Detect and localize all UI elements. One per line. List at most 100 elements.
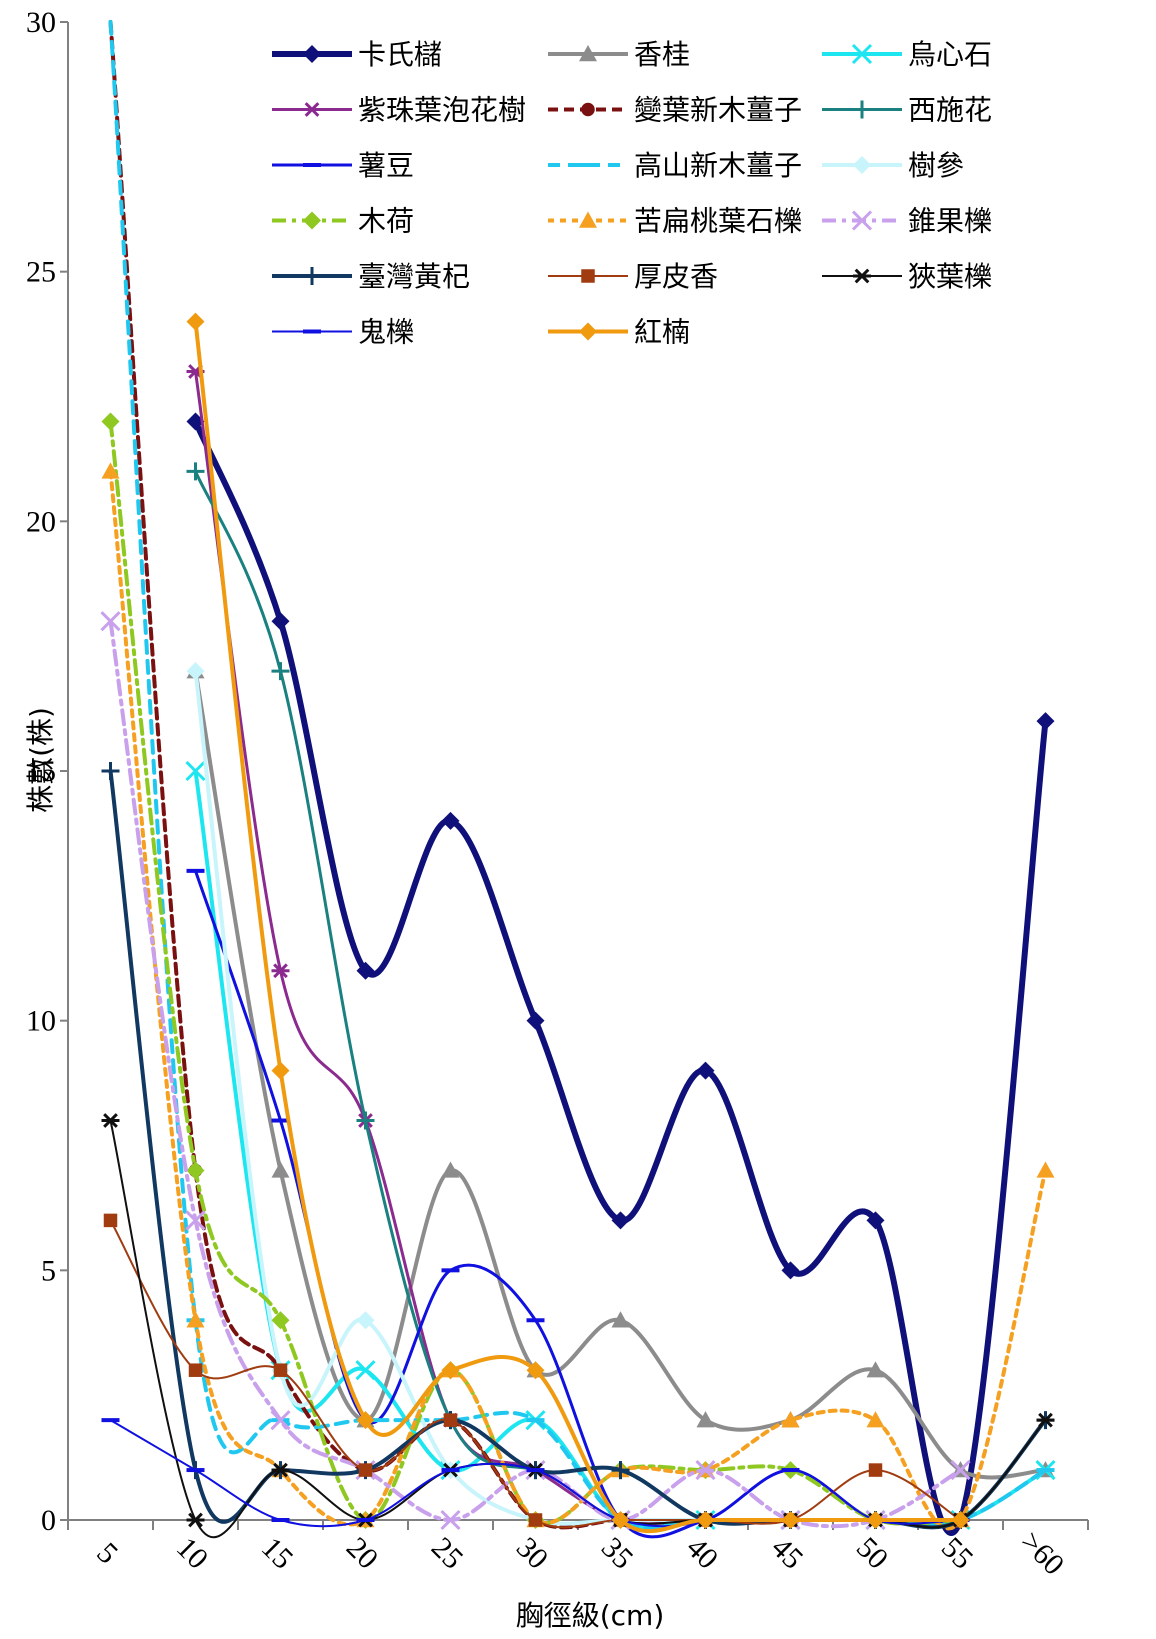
legend-label: 薯豆 — [358, 149, 414, 182]
legend-entry: 卡氏櫧 — [272, 38, 442, 71]
data-point — [356, 1311, 375, 1330]
x-tick-label: 20 — [340, 1531, 385, 1576]
data-point — [271, 1518, 290, 1522]
x-tick-label: 35 — [595, 1531, 640, 1576]
x-tick-label: 45 — [765, 1531, 810, 1576]
data-point — [696, 1511, 715, 1529]
legend-label: 木荷 — [358, 205, 414, 238]
data-point — [273, 1363, 288, 1377]
data-point — [868, 1463, 883, 1477]
data-point — [186, 868, 205, 873]
data-point — [303, 211, 321, 230]
data-point — [271, 1061, 290, 1080]
data-point — [441, 1161, 460, 1178]
series-line — [108, 20, 1048, 1530]
data-point — [695, 1460, 716, 1481]
x-axis-title: 胸徑級(cm) — [516, 1599, 665, 1632]
data-point — [356, 1411, 375, 1430]
data-point — [951, 1511, 970, 1529]
data-point — [271, 1118, 290, 1123]
series-layer — [100, 20, 1056, 1539]
data-point — [101, 1418, 120, 1423]
x-tick-label: 10 — [170, 1531, 215, 1576]
data-point — [100, 611, 121, 632]
data-point — [696, 1061, 715, 1080]
legend-entry: 木荷 — [272, 205, 414, 238]
y-tick-label: 10 — [26, 1005, 56, 1038]
data-point — [188, 1363, 203, 1377]
legend-label: 紫珠葉泡花樹 — [358, 94, 526, 127]
data-point — [526, 1418, 545, 1423]
data-point — [526, 1011, 545, 1030]
data-point — [303, 45, 321, 63]
legend-label: 鬼櫟 — [358, 316, 414, 349]
data-point — [441, 1268, 460, 1273]
series-line — [192, 418, 1049, 1536]
data-point — [1036, 712, 1055, 731]
data-point — [101, 1113, 120, 1128]
data-point — [950, 1460, 971, 1481]
data-point — [101, 762, 120, 780]
data-point — [186, 662, 205, 681]
legend-entry: 紫珠葉泡花樹 — [272, 94, 526, 127]
legend-entry: 厚皮香 — [548, 260, 718, 293]
data-point — [185, 1210, 206, 1231]
series-line — [109, 1219, 962, 1529]
data-point — [579, 45, 597, 62]
legend-entry: 苦扁桃葉石櫟 — [548, 205, 802, 238]
data-point — [185, 760, 206, 782]
data-point — [271, 963, 290, 979]
data-point — [851, 43, 873, 65]
series-17 — [186, 312, 970, 1534]
data-point — [1036, 1468, 1055, 1473]
series-line — [108, 20, 963, 1530]
data-point — [696, 1411, 715, 1428]
legend-label: 臺灣黃杞 — [358, 260, 470, 293]
data-point — [186, 1512, 205, 1528]
legend-entry: 樹參 — [822, 149, 964, 182]
y-tick-label: 30 — [26, 6, 56, 39]
legend-entry: 西施花 — [822, 94, 992, 127]
x-tick-label: 40 — [680, 1531, 725, 1576]
data-point — [853, 100, 871, 119]
legend-label: 錐果櫟 — [908, 205, 992, 238]
data-point — [579, 322, 597, 341]
data-point — [1036, 1161, 1055, 1178]
legend-label: 西施花 — [908, 94, 992, 127]
legend-entry: 臺灣黃杞 — [272, 260, 470, 293]
legend-label: 苦扁桃葉石櫟 — [634, 205, 802, 238]
data-point — [355, 1360, 376, 1381]
series-line — [194, 469, 962, 1526]
series-line — [194, 869, 962, 1539]
legend-label: 狹葉櫟 — [908, 260, 992, 293]
series-6 — [186, 462, 970, 1529]
data-point — [303, 329, 321, 334]
data-point — [581, 102, 595, 117]
data-point — [526, 1361, 545, 1380]
data-point — [611, 1211, 630, 1230]
data-point — [356, 1518, 375, 1522]
data-point — [271, 612, 290, 631]
series-5 — [108, 20, 968, 1530]
x-tick-label: 5 — [90, 1536, 124, 1570]
x-tick-label: 30 — [510, 1531, 555, 1576]
legend-label: 紅楠 — [634, 316, 690, 349]
legend-entry: 錐果櫟 — [822, 205, 992, 238]
y-tick-label: 5 — [41, 1254, 56, 1287]
data-point — [440, 1509, 461, 1531]
data-point — [526, 1468, 545, 1473]
data-point — [186, 1311, 205, 1328]
series-line — [108, 619, 963, 1529]
legend-entry: 紅楠 — [548, 316, 690, 349]
series-15 — [101, 1113, 1055, 1539]
data-point — [441, 1468, 460, 1473]
data-point — [853, 268, 871, 284]
data-point — [186, 1161, 205, 1180]
data-point — [271, 1161, 290, 1178]
data-point — [851, 210, 873, 231]
data-point — [781, 1468, 800, 1473]
data-point — [101, 462, 120, 479]
axis-layer: 0 5 10 15 20 25 30 5 10 15 20 25 30 35 40 45 50 55 >60 — [26, 6, 1089, 1582]
